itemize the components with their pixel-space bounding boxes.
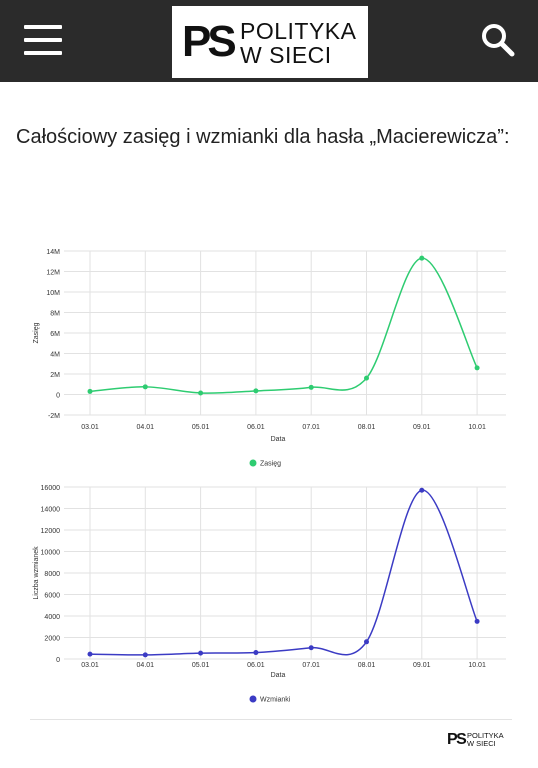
x-tick-label: 05.01 <box>192 662 210 669</box>
footer-logo-line2: W SIECI <box>467 739 496 748</box>
x-axis-title: Data <box>271 672 286 679</box>
site-logo[interactable]: PS POLITYKA W SIECI <box>172 6 368 78</box>
footer-divider <box>30 719 512 720</box>
data-point <box>364 375 369 381</box>
data-point <box>474 618 480 624</box>
logo-mark: PS <box>182 17 237 66</box>
data-point <box>198 650 204 656</box>
y-tick-label: 0 <box>56 657 60 664</box>
y-axis-title: Zasięg <box>33 322 40 343</box>
x-tick-label: 08.01 <box>358 662 376 669</box>
footer-logo[interactable]: PS POLITYKA W SIECI <box>447 731 511 751</box>
x-tick-label: 07.01 <box>302 662 320 669</box>
x-tick-label: 06.01 <box>247 662 265 669</box>
y-tick-label: 2M <box>50 372 60 379</box>
y-tick-label: 8M <box>50 311 60 318</box>
logo-text-line2: W SIECI <box>240 42 332 68</box>
logo-text-line1: POLITYKA <box>240 18 357 44</box>
y-tick-label: 16000 <box>41 485 61 492</box>
x-tick-label: 10.01 <box>468 662 486 669</box>
data-point <box>364 639 369 645</box>
x-tick-label: 06.01 <box>247 424 265 431</box>
footer-logo-mark: PS <box>447 731 467 748</box>
x-axis-title: Data <box>271 436 286 443</box>
y-tick-label: 6M <box>50 331 60 338</box>
data-point <box>474 365 480 371</box>
hamburger-menu-icon[interactable] <box>24 25 62 55</box>
x-tick-label: 04.01 <box>137 424 155 431</box>
y-tick-label: 4M <box>50 352 60 359</box>
y-tick-label: 14M <box>46 249 60 256</box>
search-icon[interactable] <box>480 22 516 58</box>
data-point <box>308 645 314 651</box>
y-tick-label: 4000 <box>44 614 60 621</box>
reach-chart: -2M 0 2M 4M 6M 8M 10M 12M 14M 03.01 04.01 05.01 06.0… <box>33 249 506 468</box>
series-line <box>89 257 478 394</box>
data-point <box>308 384 314 390</box>
footer-logo-line1: POLITYKA <box>467 731 504 740</box>
x-tick-label: 03.01 <box>81 424 99 431</box>
article-headline: Całościowy zasięg i wzmianki dla hasła „… <box>16 126 510 148</box>
x-tick-label: 09.01 <box>413 424 431 431</box>
data-point <box>87 388 93 394</box>
data-point <box>87 651 93 657</box>
legend-marker <box>249 695 257 703</box>
mentions-chart: 0 2000 4000 6000 8000 10000 12000 14000 16000 03.… <box>33 485 506 704</box>
y-tick-label: 12M <box>46 270 60 277</box>
x-tick-label: 10.01 <box>468 424 486 431</box>
legend-label: Zasięg <box>260 461 281 468</box>
legend-marker <box>249 459 257 467</box>
x-tick-label: 03.01 <box>81 662 99 669</box>
y-tick-label: 10000 <box>41 550 61 557</box>
data-point <box>142 384 148 390</box>
data-point <box>253 650 259 656</box>
y-tick-label: 14000 <box>41 507 61 514</box>
legend-label: Wzmianki <box>260 697 291 704</box>
y-tick-label: 6000 <box>44 593 60 600</box>
y-tick-label: -2M <box>48 413 60 420</box>
x-tick-label: 08.01 <box>358 424 376 431</box>
y-tick-label: 8000 <box>44 571 60 578</box>
y-tick-label: 10M <box>46 290 60 297</box>
y-axis-title: Liczba wzmianek <box>33 546 40 600</box>
data-point <box>142 652 148 658</box>
y-tick-label: 12000 <box>41 528 61 535</box>
data-point <box>253 388 259 394</box>
x-tick-label: 04.01 <box>137 662 155 669</box>
x-tick-label: 09.01 <box>413 662 431 669</box>
y-tick-label: 2000 <box>44 636 60 643</box>
y-tick-label: 0 <box>56 393 60 400</box>
x-tick-label: 07.01 <box>302 424 320 431</box>
data-point <box>198 390 204 396</box>
data-point <box>419 255 425 261</box>
data-point <box>419 487 425 493</box>
x-tick-label: 05.01 <box>192 424 210 431</box>
top-navigation-bar: PS POLITYKA W SIECI <box>0 0 538 82</box>
